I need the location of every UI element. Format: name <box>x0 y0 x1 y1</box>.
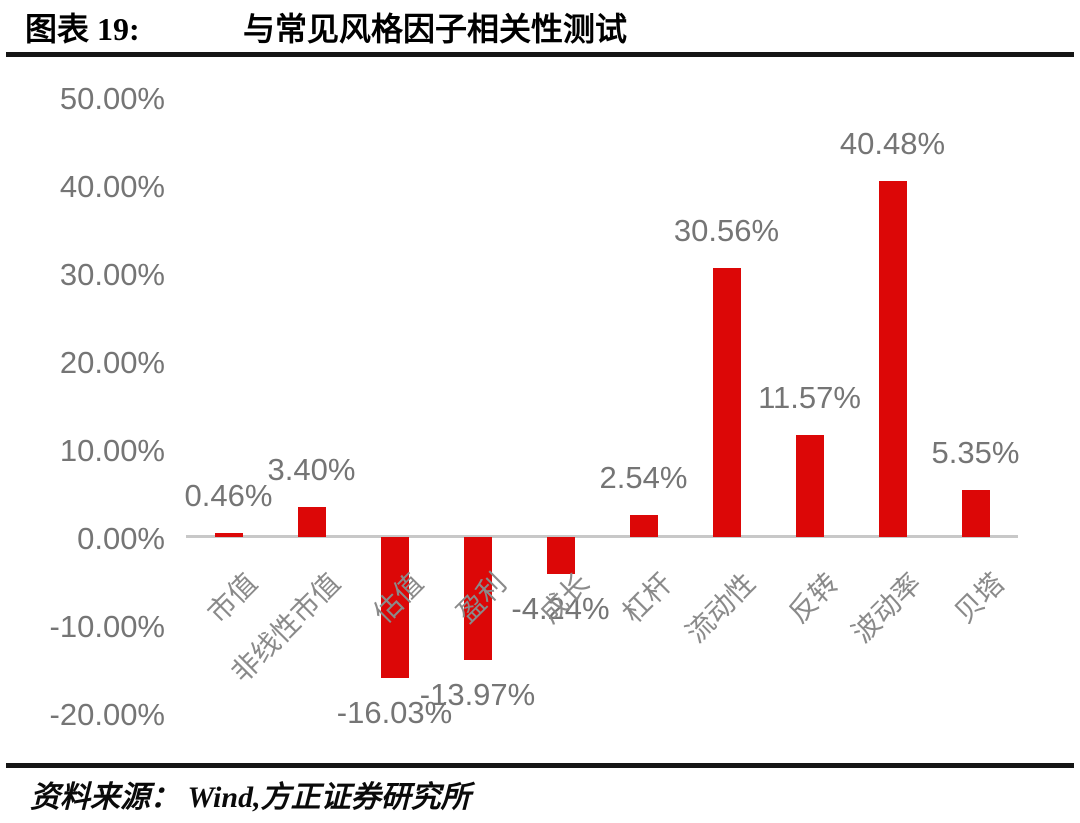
figure-title: 与常见风格因子相关性测试 <box>243 11 628 47</box>
figure-number-label: 图表 19: <box>25 11 140 47</box>
bar-value-label: 2.54% <box>599 459 688 495</box>
bar <box>712 268 741 537</box>
source-note: 资料来源： Wind,方正证券研究所 <box>30 781 471 814</box>
bar <box>214 532 243 537</box>
bar <box>878 180 907 537</box>
category-label-text: 贝塔 <box>949 567 1011 629</box>
bar-value-label: 30.56% <box>673 213 780 249</box>
y-axis-tick-label: -10.00% <box>49 609 165 644</box>
y-axis-tick-label: 40.00% <box>59 169 165 204</box>
y-axis-tick-label: 50.00% <box>59 81 165 116</box>
bar-value-label: -4.24% <box>511 591 610 627</box>
category-label: 贝塔 <box>690 567 1011 629</box>
bar <box>380 537 409 679</box>
bar-value-label: -13.97% <box>419 676 536 712</box>
bar <box>546 537 575 575</box>
bottom-divider <box>6 763 1074 768</box>
y-axis-tick-label: 10.00% <box>59 433 165 468</box>
x-axis-line <box>186 535 1018 538</box>
bar <box>961 489 990 537</box>
bar-value-label: 40.48% <box>839 125 946 161</box>
y-axis-tick-label: 30.00% <box>59 257 165 292</box>
bar <box>629 514 658 537</box>
correlation-bar-chart: 50.00% 40.00% 30.00% 20.00% 10.00% 0.00% -10.0… <box>0 57 1080 763</box>
bar <box>297 507 326 537</box>
bar-value-label: 3.40% <box>267 452 356 488</box>
bar <box>463 537 492 660</box>
y-axis-tick-label: -20.00% <box>49 697 165 732</box>
top-divider <box>6 52 1074 57</box>
bar-value-label: -16.03% <box>336 695 453 731</box>
bar-value-label: 0.46% <box>184 477 273 513</box>
bar <box>795 435 824 537</box>
y-axis-tick-label: 20.00% <box>59 345 165 380</box>
bar-value-label: 11.57% <box>758 380 861 416</box>
y-axis-tick-label: 0.00% <box>77 521 165 556</box>
bar-value-label: 5.35% <box>931 434 1020 470</box>
figure-header: 图表 19: 与常见风格因子相关性测试 <box>25 8 1070 50</box>
